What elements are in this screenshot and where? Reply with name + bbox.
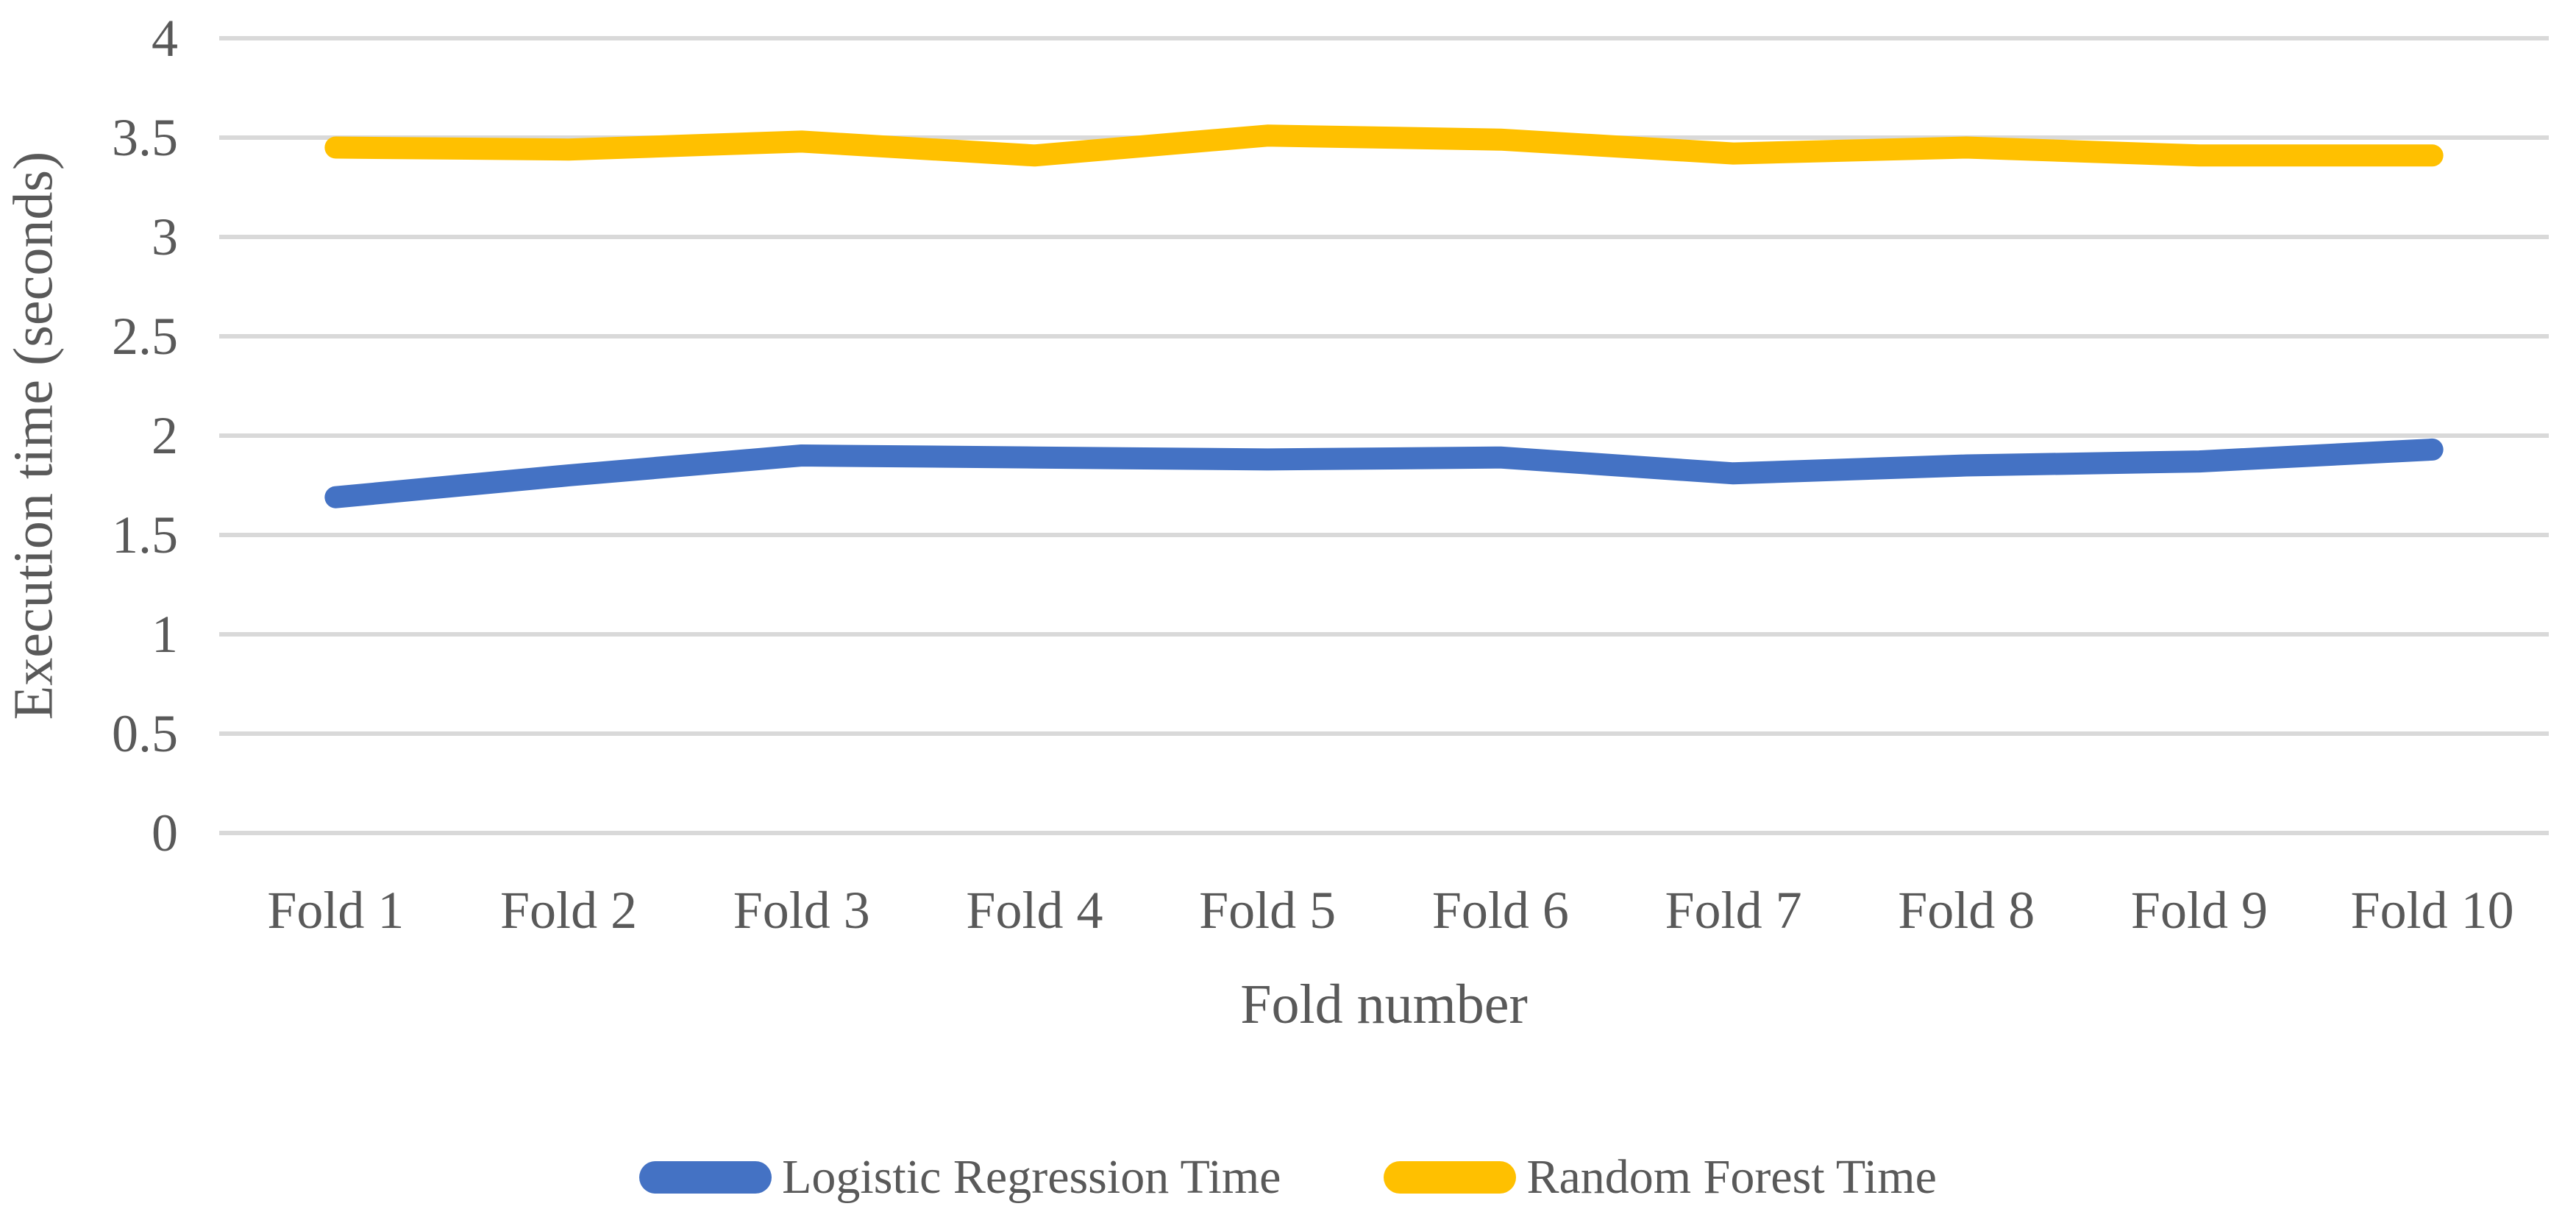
y-tick-label: 3.5 bbox=[112, 108, 178, 167]
x-tick-label: Fold 7 bbox=[1665, 881, 1802, 940]
legend-item-logistic-regression: Logistic Regression Time bbox=[639, 1149, 1281, 1205]
x-tick-label: Fold 9 bbox=[2130, 881, 2268, 940]
x-axis-title: Fold number bbox=[1240, 974, 1528, 1035]
y-tick-label: 1 bbox=[152, 605, 178, 664]
x-tick-label: Fold 6 bbox=[1431, 881, 1569, 940]
series-line-0 bbox=[324, 438, 2444, 508]
x-tick-label: Fold 3 bbox=[733, 881, 870, 940]
y-tick-label: 1.5 bbox=[112, 506, 178, 564]
y-tick-label: 3 bbox=[152, 208, 178, 266]
x-tick-label: Fold 8 bbox=[1898, 881, 2035, 940]
x-tick-label: Fold 10 bbox=[2350, 881, 2514, 940]
x-tick-label: Fold 2 bbox=[500, 881, 638, 940]
x-tick-label: Fold 4 bbox=[966, 881, 1103, 940]
x-tick-label: Fold 5 bbox=[1199, 881, 1337, 940]
y-tick-label: 4 bbox=[152, 9, 178, 68]
x-tick-label: Fold 1 bbox=[267, 881, 405, 940]
legend-label: Random Forest Time bbox=[1526, 1150, 1937, 1204]
legend-swatch-blue-icon bbox=[639, 1161, 772, 1194]
y-tick-label: 0.5 bbox=[112, 704, 178, 763]
y-tick-label: 2 bbox=[152, 406, 178, 465]
series-line-1 bbox=[324, 124, 2444, 167]
legend-swatch-yellow-icon bbox=[1384, 1161, 1517, 1194]
y-tick-label: 2.5 bbox=[112, 307, 178, 366]
y-axis-title: Execution time (seconds) bbox=[2, 151, 65, 720]
legend-label: Logistic Regression Time bbox=[782, 1150, 1281, 1204]
legend-item-random-forest: Random Forest Time bbox=[1384, 1149, 1937, 1205]
chart-legend: Logistic Regression Time Random Forest T… bbox=[0, 1133, 2576, 1222]
y-tick-label: 0 bbox=[152, 804, 178, 862]
